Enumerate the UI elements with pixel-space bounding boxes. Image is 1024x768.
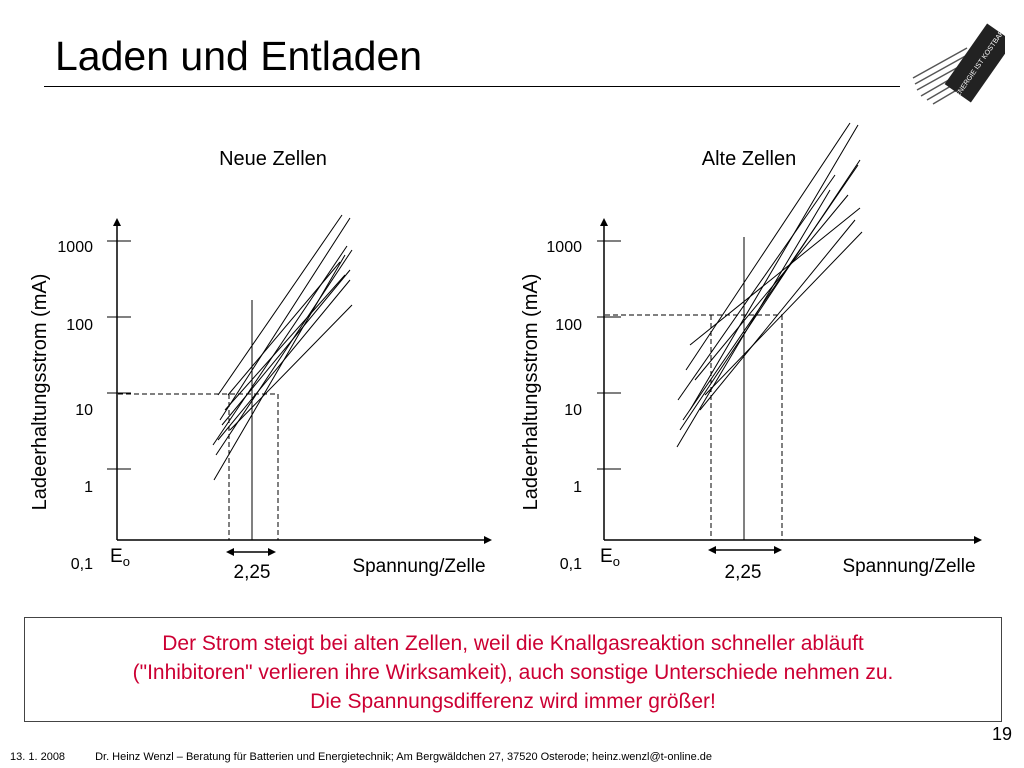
- chart-title: Alte Zellen: [702, 148, 797, 170]
- y-axis-arrow: [113, 218, 121, 226]
- y-tick-label: 0,1: [560, 556, 582, 573]
- series-line: [215, 249, 353, 456]
- series-line: [219, 217, 351, 421]
- y-axis-arrow: [600, 218, 608, 226]
- y-tick-label: 10: [75, 402, 93, 419]
- spread-arrow-left: [708, 546, 716, 554]
- series-line: [689, 124, 859, 411]
- y-tick-label: 1000: [57, 239, 93, 256]
- footer-date: 13. 1. 2008: [10, 751, 66, 763]
- y-axis-label: Ladeerhaltungsstrom (mA): [520, 274, 542, 511]
- x-axis-label: Spannung/Zelle: [352, 556, 485, 577]
- y-axis-label: Ladeerhaltungsstrom (mA): [29, 274, 51, 511]
- y-tick-label: 1000: [546, 239, 582, 256]
- series-line: [217, 214, 343, 396]
- info-line: ("Inhibitoren" verlieren ihre Wirksamkei…: [132, 661, 894, 684]
- series-line: [699, 219, 856, 411]
- x-axis-label: Spannung/Zelle: [842, 556, 975, 577]
- footer-text: Dr. Heinz Wenzl – Beratung für Batterien…: [95, 751, 712, 763]
- spread-arrow-right: [268, 548, 276, 556]
- page-title: Laden und Entladen: [55, 33, 423, 79]
- footer: 13. 1. 2008 Dr. Heinz Wenzl – Beratung f…: [10, 751, 712, 763]
- y-tick-label: 10: [564, 402, 582, 419]
- x-axis-arrow: [974, 536, 982, 544]
- series-line: [685, 122, 851, 371]
- series-line: [227, 261, 341, 396]
- y-tick-label: 100: [555, 317, 582, 334]
- series-lines: [212, 214, 353, 481]
- spread-arrow-right: [774, 546, 782, 554]
- chart-neue-zellen: Neue Zellen Ladeerhaltungsstrom (mA) 100…: [29, 148, 492, 583]
- logo-box: [944, 23, 1005, 103]
- series-line: [676, 189, 831, 448]
- title-divider: [44, 86, 900, 87]
- spread-arrow-left: [226, 548, 234, 556]
- chart-alte-zellen: Alte Zellen Ladeerhaltungsstrom (mA) 100…: [520, 122, 982, 583]
- series-line: [704, 231, 863, 396]
- spread-label: 2,25: [725, 562, 762, 583]
- info-line: Der Strom steigt bei alten Zellen, weil …: [162, 632, 864, 655]
- series-line: [679, 159, 861, 431]
- x-axis-arrow: [484, 536, 492, 544]
- series-line: [212, 245, 348, 446]
- series-line: [229, 304, 353, 431]
- info-line: Die Spannungsdifferenz wird immer größer…: [310, 690, 716, 713]
- y-tick-label: 1: [84, 479, 93, 496]
- info-box: Der Strom steigt bei alten Zellen, weil …: [24, 617, 1002, 722]
- y-tick-label: 0,1: [71, 556, 93, 573]
- x-marker-label: Eo: [600, 546, 620, 569]
- x-marker-label: Eo: [110, 546, 130, 569]
- series-line: [213, 254, 346, 481]
- energy-logo-icon: ENERGIE IST KOSTBAR: [912, 23, 1005, 105]
- chart-title: Neue Zellen: [219, 148, 327, 170]
- series-line: [677, 174, 836, 401]
- page-number: 19: [991, 724, 1012, 744]
- series-line: [221, 269, 351, 426]
- spread-label: 2,25: [234, 562, 271, 583]
- series-line: [689, 207, 861, 346]
- y-tick-label: 1: [573, 479, 582, 496]
- series-lines: [676, 122, 863, 448]
- y-tick-label: 100: [66, 317, 93, 334]
- series-line: [224, 274, 346, 411]
